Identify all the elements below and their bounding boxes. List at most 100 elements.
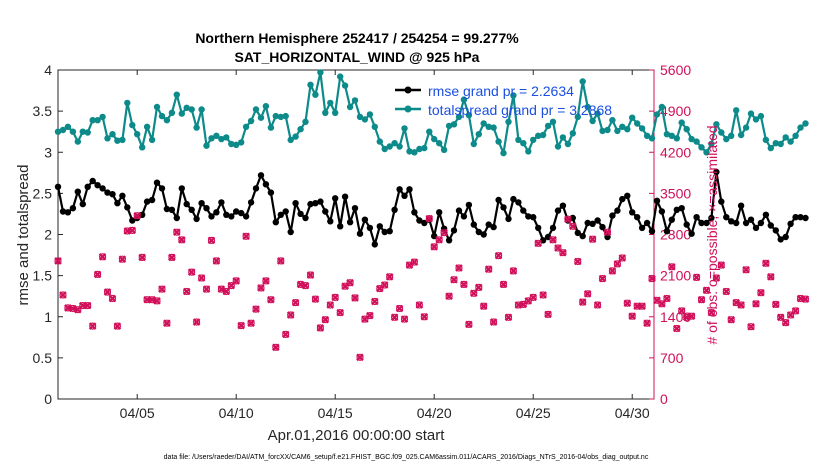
totalspread-point bbox=[203, 142, 210, 149]
rmse-point bbox=[401, 192, 408, 199]
obs_assimilated-point bbox=[108, 294, 117, 303]
rmse-point bbox=[693, 214, 700, 221]
obs_possible-point bbox=[673, 324, 681, 333]
obs_possible-point bbox=[237, 322, 245, 330]
rmse-point bbox=[797, 214, 804, 221]
obs_assimilated-point bbox=[54, 257, 62, 265]
totalspread-point bbox=[228, 140, 235, 148]
obs_possible-point bbox=[584, 290, 592, 298]
obs_assimilated-point bbox=[573, 257, 582, 266]
obs_assimilated-point bbox=[148, 295, 156, 304]
rmse-point bbox=[485, 221, 492, 228]
obs_possible-point bbox=[420, 313, 428, 321]
totalspread-point bbox=[208, 135, 215, 142]
obs_assimilated-point bbox=[608, 267, 617, 275]
totalspread-point bbox=[742, 124, 750, 131]
rmse-point bbox=[233, 208, 240, 215]
obs_assimilated-point bbox=[98, 253, 107, 261]
obs_assimilated-point bbox=[371, 297, 379, 306]
rmse-point bbox=[89, 177, 96, 185]
obs_possible-point bbox=[603, 228, 612, 236]
obs_assimilated-point bbox=[410, 258, 419, 266]
totalspread-point bbox=[183, 104, 190, 112]
obs_assimilated-point bbox=[757, 288, 765, 297]
rmse-point bbox=[802, 214, 809, 222]
obs_possible-point bbox=[643, 319, 651, 327]
obs_possible-point bbox=[331, 293, 339, 301]
obs_possible-point bbox=[247, 319, 255, 327]
obs_possible-point bbox=[475, 283, 483, 291]
obs_possible-point bbox=[54, 257, 62, 265]
obs_possible-point bbox=[227, 282, 235, 290]
obs_possible-point bbox=[386, 273, 394, 281]
rmse-point bbox=[629, 209, 636, 216]
totalspread-point bbox=[525, 148, 532, 155]
obs_assimilated-point bbox=[356, 353, 364, 362]
obs_assimilated-point bbox=[682, 313, 691, 322]
obs_possible-point bbox=[118, 255, 127, 263]
obs_assimilated-point bbox=[564, 215, 572, 224]
totalspread-point bbox=[445, 122, 453, 130]
rmse-point bbox=[376, 223, 383, 230]
totalspread-point bbox=[624, 126, 631, 133]
obs_assimilated-point bbox=[128, 226, 137, 235]
obs_assimilated-point bbox=[153, 297, 161, 305]
obs_assimilated-point bbox=[291, 298, 300, 307]
totalspread-point bbox=[510, 92, 517, 99]
obs_assimilated-point bbox=[88, 322, 97, 330]
obs_possible-point bbox=[59, 291, 67, 299]
totalspread-point bbox=[143, 123, 151, 130]
rmse-point bbox=[638, 224, 646, 232]
obs_possible-point bbox=[593, 301, 602, 309]
obs_possible-point bbox=[262, 277, 270, 285]
obs_possible-point bbox=[188, 268, 196, 276]
totalspread-point bbox=[505, 118, 512, 126]
obs_possible-point bbox=[396, 304, 404, 313]
obs_possible-point bbox=[193, 318, 201, 326]
totalspread-point bbox=[69, 128, 77, 135]
obs_assimilated-point bbox=[692, 273, 701, 282]
obs_possible-point bbox=[143, 296, 151, 304]
obs_assimilated-point bbox=[494, 251, 503, 260]
totalspread-point bbox=[406, 148, 413, 155]
obs_possible-point bbox=[460, 280, 468, 288]
obs_possible-point bbox=[242, 232, 250, 240]
totalspread-point bbox=[544, 122, 552, 130]
rmse-point bbox=[287, 228, 294, 236]
totalspread-point bbox=[257, 114, 265, 121]
x-axis: 04/05 04/10 04/15 04/20 04/25 04/30 bbox=[120, 70, 650, 421]
rmse-point bbox=[213, 209, 220, 216]
legend-entry-rmse: rmse grand pr = 2.2634 bbox=[428, 83, 574, 99]
obs_assimilated-point bbox=[182, 287, 191, 296]
obs_assimilated-point bbox=[737, 301, 745, 309]
obs_possible-point bbox=[321, 316, 329, 324]
totalspread-point bbox=[59, 126, 67, 134]
totalspread-point bbox=[312, 91, 319, 98]
obs_possible-point bbox=[465, 320, 473, 328]
obs_possible-point bbox=[178, 236, 186, 244]
rmse-point bbox=[203, 205, 210, 212]
rmse-point bbox=[99, 185, 106, 192]
rmse-point bbox=[366, 224, 374, 232]
obs_assimilated-point bbox=[529, 293, 537, 302]
obs_assimilated-point bbox=[697, 295, 706, 304]
obs_assimilated-point bbox=[440, 228, 448, 237]
y-right-tick-label: 5600 bbox=[660, 62, 691, 78]
rmse-point bbox=[648, 228, 656, 235]
obs_possible-point bbox=[445, 292, 453, 300]
legend: rmse grand pr = 2.2634 totalspread grand… bbox=[395, 83, 612, 118]
rmse-point bbox=[673, 206, 680, 213]
obs_assimilated-point bbox=[435, 236, 443, 244]
obs_possible-point bbox=[727, 316, 735, 324]
rmse-point bbox=[54, 183, 62, 190]
obs_assimilated-point bbox=[93, 270, 102, 279]
obs_possible-point bbox=[579, 298, 587, 306]
rmse-point bbox=[69, 205, 77, 212]
totalspread-point bbox=[752, 116, 760, 123]
rmse-point bbox=[158, 185, 166, 192]
rmse-point bbox=[178, 185, 185, 192]
obs_assimilated-point bbox=[177, 236, 186, 244]
obs_possible-point bbox=[455, 264, 463, 272]
totalspread-point bbox=[515, 136, 522, 144]
